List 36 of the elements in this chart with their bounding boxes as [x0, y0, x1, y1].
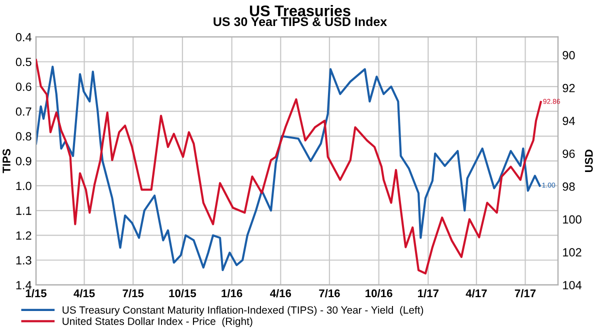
x-tick-label: 10/16 [366, 289, 392, 298]
y2-tick-label: 100 [563, 215, 582, 224]
y-tick-label: 0.4 [16, 32, 32, 42]
y2-tick-label: 102 [563, 248, 582, 256]
y-tick-label: 1.3 [16, 256, 32, 265]
x-tick-label: 10/15 [169, 289, 196, 298]
chart-title: US Treasuries [250, 5, 350, 16]
chart-subtitle: US 30 Year TIPS & USD Index [214, 16, 387, 26]
x-tick-label: 7/17 [514, 289, 536, 298]
y-tick-label: 0.9 [16, 156, 32, 166]
y2-tick-label: 90 [562, 51, 575, 60]
x-tick-label: 4/16 [270, 289, 292, 298]
y-tick-label: 0.7 [16, 107, 32, 116]
y2-tick-label: 92 [562, 84, 575, 92]
y2-axis-title: USD [584, 150, 593, 172]
x-tick-label: 7/16 [319, 289, 340, 298]
x-tick-label: 1/15 [26, 289, 47, 298]
x-tick-label: 4/15 [74, 289, 95, 298]
y-tick-label: 1.4 [16, 281, 32, 290]
x-tick-label: 7/15 [122, 289, 144, 298]
legend-label: United States Dollar Index - Price (Right) [62, 317, 252, 328]
y-tick-label: 1.2 [16, 231, 32, 240]
y-tick-label: 1.0 [16, 182, 32, 190]
y-tick-label: 0.5 [16, 58, 32, 66]
y2-tick-label: 98 [562, 182, 575, 191]
legend-label: US Treasury Constant Maturity Inflation-Indexed (TIPS) - 30 Year - Yield (Left) [62, 306, 424, 316]
x-tick-label: 1/16 [222, 289, 242, 298]
y-tick-label: 0.8 [16, 132, 32, 141]
y-tick-label: 1.1 [16, 206, 32, 215]
y2-tick-label: 96 [562, 150, 575, 158]
y2-tick-label: 94 [562, 116, 575, 126]
y2-tick-label: 104 [563, 280, 582, 290]
x-tick-label: 4/17 [466, 289, 487, 298]
y-tick-label: 0.6 [16, 82, 32, 91]
x-tick-label: 1/17 [418, 289, 438, 298]
y-axis-title: TIPS [2, 149, 10, 174]
